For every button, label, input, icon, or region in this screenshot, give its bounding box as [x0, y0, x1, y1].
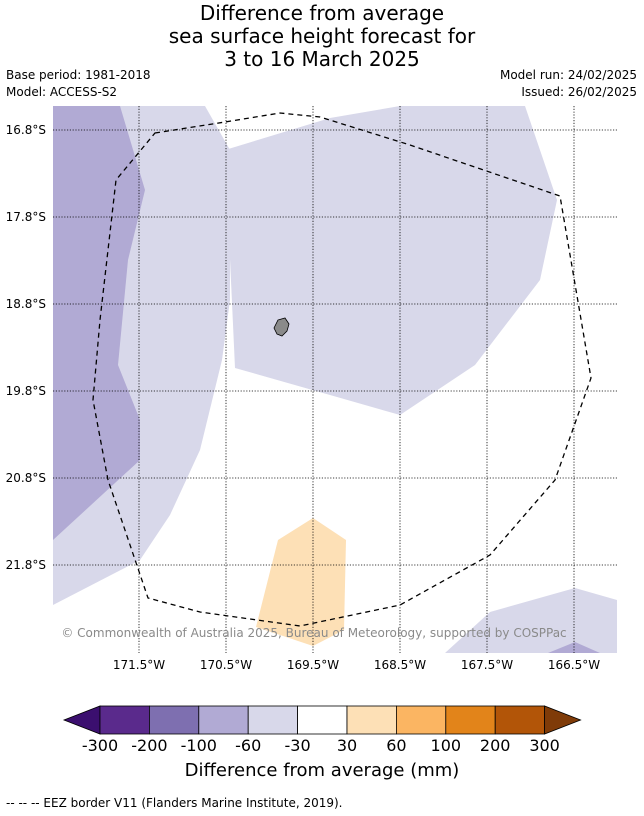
- title-line-1: Difference from average: [199, 1, 445, 25]
- lat-label: 21.8°S: [6, 558, 46, 572]
- colorbar: -300 -200 -100 -60 -30 30 60 100 200 300: [62, 705, 582, 755]
- lon-label: 169.5°W: [287, 658, 339, 672]
- model-name: Model: ACCESS-S2: [6, 85, 118, 99]
- lon-label: 171.5°W: [113, 658, 165, 672]
- lat-label: 16.8°S: [6, 123, 46, 137]
- colorbar-tick-label: -60: [235, 736, 261, 755]
- colorbar-title: Difference from average (mm): [184, 760, 460, 781]
- anomaly-region-light-southeast: [445, 588, 617, 653]
- lon-label: 170.5°W: [200, 658, 252, 672]
- base-period: Base period: 1981-2018: [6, 68, 151, 82]
- colorbar-segment: [494, 705, 546, 735]
- longitude-labels: 171.5°W 170.5°W 169.5°W 168.5°W 167.5°W …: [113, 658, 600, 672]
- map-area: [53, 106, 617, 653]
- colorbar-segment: [445, 705, 496, 735]
- anomaly-region-medium-west: [53, 106, 145, 540]
- latitude-labels: 16.8°S 17.8°S 18.8°S 19.8°S 20.8°S 21.8°…: [6, 123, 46, 572]
- anomaly-region-light-central: [225, 106, 557, 415]
- colorbar-tick-label: -100: [181, 736, 217, 755]
- colorbar-segment: [198, 705, 249, 735]
- colorbar-segment: [346, 705, 397, 735]
- colorbar-tick-label: 60: [386, 736, 406, 755]
- credit-text: © Commonwealth of Australia 2025, Bureau…: [61, 626, 566, 640]
- colorbar-tick-label: 100: [431, 736, 462, 755]
- colorbar-extend-low: [62, 705, 101, 735]
- colorbar-segment: [148, 705, 200, 735]
- lat-label: 18.8°S: [6, 297, 46, 311]
- colorbar-segment: [297, 705, 348, 735]
- meta-right: Model run: 24/02/2025 Issued: 26/02/2025: [500, 67, 637, 101]
- colorbar-tick-label: -300: [82, 736, 118, 755]
- issued-date: Issued: 26/02/2025: [521, 85, 637, 99]
- lat-label: 20.8°S: [6, 471, 46, 485]
- colorbar-tick-label: 30: [337, 736, 357, 755]
- colorbar-segment: [395, 705, 447, 735]
- eez-legend-note: -- -- -- EEZ border V11 (Flanders Marine…: [6, 796, 343, 810]
- colorbar-tick-label: -30: [285, 736, 311, 755]
- meta-left: Base period: 1981-2018 Model: ACCESS-S2: [6, 67, 151, 101]
- lat-label: 19.8°S: [6, 384, 46, 398]
- lat-label: 17.8°S: [6, 210, 46, 224]
- lon-label: 168.5°W: [374, 658, 426, 672]
- eez-border: [92, 112, 592, 627]
- colorbar-segment: [99, 705, 150, 735]
- colorbar-tick-label: -200: [131, 736, 167, 755]
- model-run: Model run: 24/02/2025: [499, 68, 637, 82]
- anomaly-region-positive: [256, 518, 346, 646]
- lon-label: 167.5°W: [461, 658, 513, 672]
- colorbar-tick-label: 200: [480, 736, 511, 755]
- title-line-2: sea surface height forecast for: [168, 24, 476, 48]
- chart-title: Difference from average sea surface heig…: [0, 2, 644, 71]
- colorbar-segment: [247, 705, 298, 735]
- lon-label: 166.5°W: [548, 658, 600, 672]
- title-line-3: 3 to 16 March 2025: [224, 47, 420, 71]
- colorbar-extend-high: [544, 705, 582, 735]
- island: [273, 317, 290, 337]
- colorbar-tick-label: 300: [529, 736, 560, 755]
